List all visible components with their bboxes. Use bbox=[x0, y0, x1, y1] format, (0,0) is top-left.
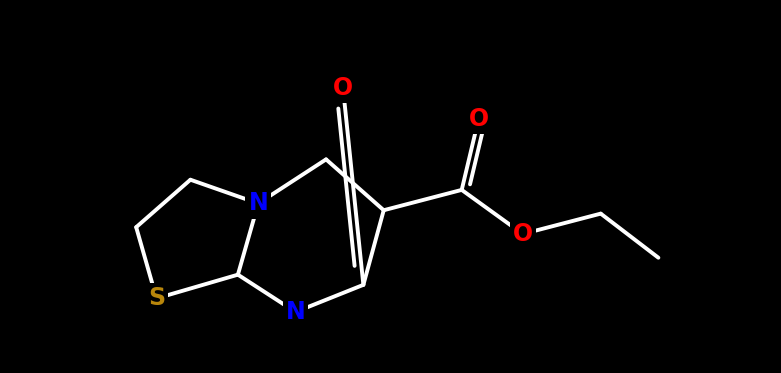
Text: N: N bbox=[248, 191, 268, 216]
Text: N: N bbox=[286, 300, 305, 324]
Text: O: O bbox=[333, 76, 353, 100]
Text: S: S bbox=[148, 286, 165, 310]
Text: O: O bbox=[512, 222, 533, 246]
Text: O: O bbox=[469, 107, 489, 131]
